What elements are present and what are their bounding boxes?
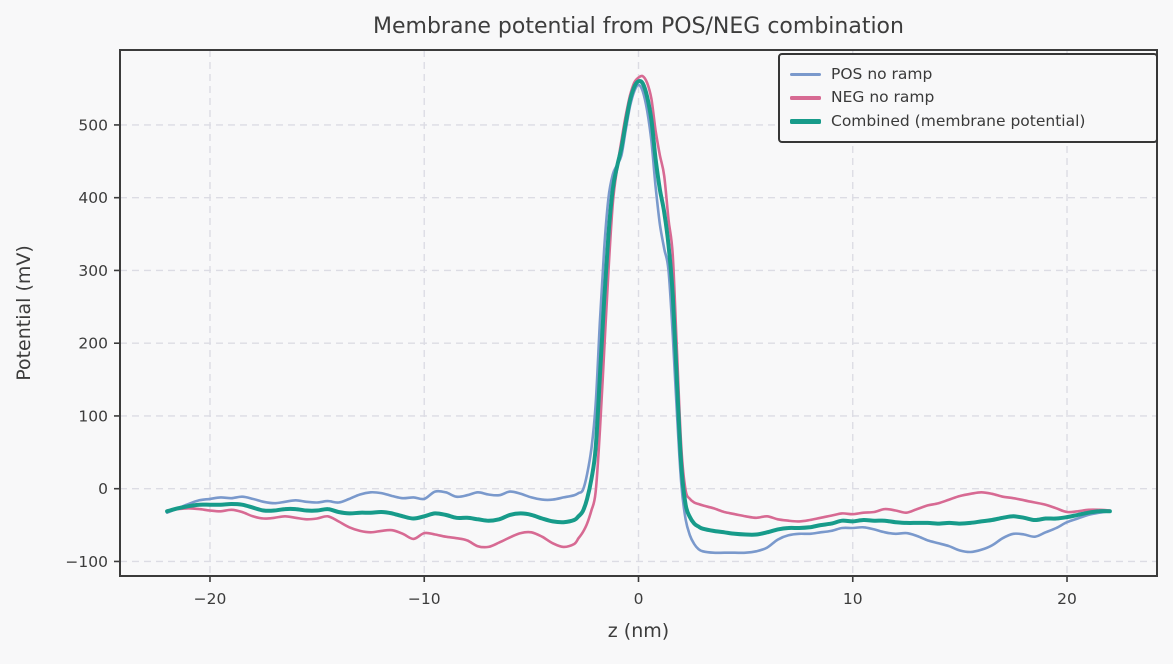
y-tick-label: 100 (78, 407, 108, 425)
y-tick-label: 500 (78, 116, 108, 134)
legend-swatch-pos (790, 72, 821, 77)
legend-swatch-neg (790, 96, 821, 100)
legend-item-neg: NEG no ramp (790, 90, 1146, 106)
x-tick-label: 0 (634, 590, 644, 608)
x-axis-label: z (nm) (607, 620, 670, 642)
series-neg-line (165, 74, 1112, 549)
legend-label-combined: Combined (membrane potential) (831, 111, 1086, 130)
x-tick-label: −20 (194, 590, 227, 608)
legend-label-neg: NEG no ramp (831, 88, 935, 107)
legend-swatch-combined (790, 118, 821, 124)
legend: POS no ramp NEG no ramp Combined (membra… (778, 53, 1158, 143)
y-axis-label: Potential (mV) (13, 245, 35, 381)
x-tick-label: 10 (843, 590, 863, 608)
x-tick-label: −10 (408, 590, 441, 608)
y-tick-label: 200 (78, 335, 108, 353)
legend-item-combined: Combined (membrane potential) (790, 111, 1146, 130)
chart-title: Membrane potential from POS/NEG combinat… (373, 14, 904, 39)
x-tick-label: 20 (1057, 590, 1077, 608)
series-pos-line (165, 83, 1112, 555)
y-tick-label: 300 (78, 262, 108, 280)
y-tick-label: −100 (65, 553, 108, 571)
y-tick-label: 400 (78, 189, 108, 207)
series-combined-line (165, 79, 1112, 537)
legend-item-pos: POS no ramp (790, 64, 1146, 83)
legend-label-pos: POS no ramp (831, 64, 933, 83)
y-tick-label: 0 (98, 480, 108, 498)
